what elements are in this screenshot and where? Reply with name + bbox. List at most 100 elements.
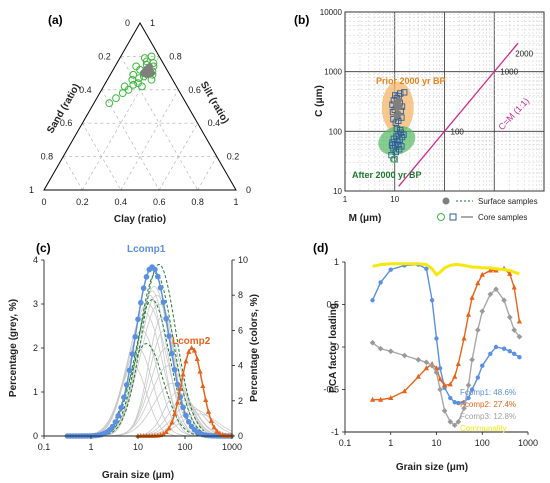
- cm-plot-frame: [344, 11, 545, 192]
- ternary-right-tick: 0.8: [169, 51, 182, 61]
- fcomp1-marker: [452, 400, 457, 405]
- pca-y-tick: 1: [334, 257, 339, 267]
- fcomp3-marker: [487, 291, 494, 298]
- legend-core-label: Core samples: [478, 213, 527, 222]
- fcomp3-marker: [429, 362, 435, 369]
- fcomp3-marker: [377, 345, 384, 352]
- lcomp1-marker: [140, 285, 147, 291]
- ternary-core-point: [147, 52, 156, 61]
- ternary-right-tick: 0.2: [227, 152, 240, 162]
- legend-surface-marker: [442, 197, 450, 205]
- fcomp3-marker: [387, 348, 394, 355]
- ternary-left-tick: 0: [125, 18, 130, 28]
- fcomp2-marker: [461, 335, 467, 341]
- fcomp2-marker: [475, 280, 481, 286]
- fcomp2-marker: [479, 271, 485, 277]
- ternary-core-point: [129, 80, 138, 89]
- fcomp1-marker: [370, 298, 375, 303]
- fcomp3-marker: [516, 333, 523, 340]
- fcomp3-marker: [511, 327, 518, 333]
- cm-surface-point: [395, 97, 402, 104]
- ternary-surface-point: [148, 69, 155, 77]
- lcomp2-label: Lcomp2: [172, 336, 211, 347]
- lcomp2-marker: [172, 410, 178, 416]
- ternary-right-tick: 1: [150, 18, 155, 28]
- lcomp1-marker: [166, 333, 172, 339]
- cm-one-to-one-label: C=M (1:1): [496, 96, 531, 132]
- lcomp1-marker: [163, 315, 169, 322]
- clay-axis-label: Clay (ratio): [114, 214, 166, 225]
- ternary-core-point: [135, 74, 143, 83]
- gsd-yr-tick: 6: [238, 325, 243, 335]
- green-envelope-curve: [62, 343, 204, 437]
- fcomp1-marker: [517, 355, 522, 360]
- fcomp3-marker: [447, 418, 454, 425]
- lcomp2-marker: [197, 368, 203, 374]
- fcomp2-marker: [423, 365, 429, 371]
- grey-sample-curve: [62, 312, 232, 437]
- ternary-grid-clay: [197, 156, 218, 191]
- lcomp2-marker: [188, 345, 195, 351]
- green-envelope-curve: [62, 263, 205, 437]
- gsd-curves: [62, 263, 234, 439]
- pca-x-tick: 0.1: [339, 438, 352, 448]
- lcomp2-marker: [174, 399, 181, 405]
- cm-core-point: [396, 146, 403, 153]
- fcomp3-marker: [415, 356, 422, 363]
- gsd-yr-tick: 2: [238, 396, 243, 406]
- ternary-right-tick: 0: [246, 185, 251, 195]
- cm-core-point: [397, 90, 404, 97]
- lcomp2-marker: [205, 408, 212, 414]
- gsd-x-tick: 0.1: [38, 442, 51, 452]
- ternary-points: [105, 52, 158, 108]
- cm-line-tick: 2000: [515, 50, 533, 59]
- ternary-triangle: [43, 21, 237, 191]
- fcomp1-marker: [469, 387, 475, 392]
- gsd-yl-tick: 4: [33, 255, 38, 265]
- lcomp2-marker: [180, 371, 186, 377]
- pca-y-tick: -1: [331, 427, 339, 437]
- lcomp2-marker: [160, 431, 166, 437]
- fcomp3-marker: [493, 286, 499, 293]
- fcomp2-marker: [511, 284, 517, 290]
- ternary-grid-clay: [120, 89, 179, 191]
- ternary-left-tick: 0.8: [41, 152, 54, 162]
- cm-xlabel: M (μm): [349, 213, 382, 224]
- legend-core-green-marker: [437, 213, 445, 221]
- fcomp3-marker: [433, 369, 440, 376]
- pca-xlabel: Grain size (μm): [396, 462, 468, 473]
- fcomp1-marker: [488, 351, 493, 356]
- fcomp2-marker: [465, 311, 472, 317]
- ternary-left-tick: 0.6: [60, 118, 73, 128]
- lcomp1-marker: [180, 404, 186, 411]
- cm-region-after-label: After 2000 yr BP: [352, 170, 422, 180]
- lcomp1-marker: [169, 350, 175, 357]
- cm-one-to-one-line: [398, 42, 519, 187]
- ternary-core-point: [105, 99, 114, 108]
- lcomp2-marker: [169, 419, 175, 425]
- ternary-grid-sand: [101, 89, 160, 191]
- fcomp2-marker: [455, 361, 461, 366]
- cm-y-tick: 10: [333, 187, 342, 196]
- ternary-left-tick: 0.2: [98, 51, 111, 61]
- cm-core-point: [400, 131, 407, 138]
- panel-b-label: (b): [294, 13, 309, 27]
- gsd-yr-tick: 8: [238, 290, 243, 300]
- lcomp1-marker: [112, 419, 119, 425]
- fcomp3-marker: [479, 308, 486, 315]
- lcomp1-marker: [143, 274, 150, 280]
- grey-sample-curve: [62, 347, 232, 437]
- pca-axes: 0.1 1 10 100 1000 -1 -0.5 0 0.5 1: [323, 257, 538, 448]
- fcomp2-marker: [452, 373, 458, 379]
- fcomp3-marker: [441, 407, 448, 414]
- green-envelope-curve: [62, 299, 204, 437]
- fcomp2-marker: [415, 373, 421, 379]
- cm-surface-point: [393, 113, 400, 120]
- panel-a: (a) 0 0.2 0.4 0.6 0.8 110.80.60.40.2000.20.40…: [29, 13, 251, 225]
- lcomp1-marker: [157, 284, 164, 291]
- fcomp3-marker: [469, 356, 475, 363]
- lcomp1-marker: [154, 273, 161, 280]
- lcomp2-marker: [208, 418, 214, 424]
- grey-sample-curve: [62, 404, 233, 437]
